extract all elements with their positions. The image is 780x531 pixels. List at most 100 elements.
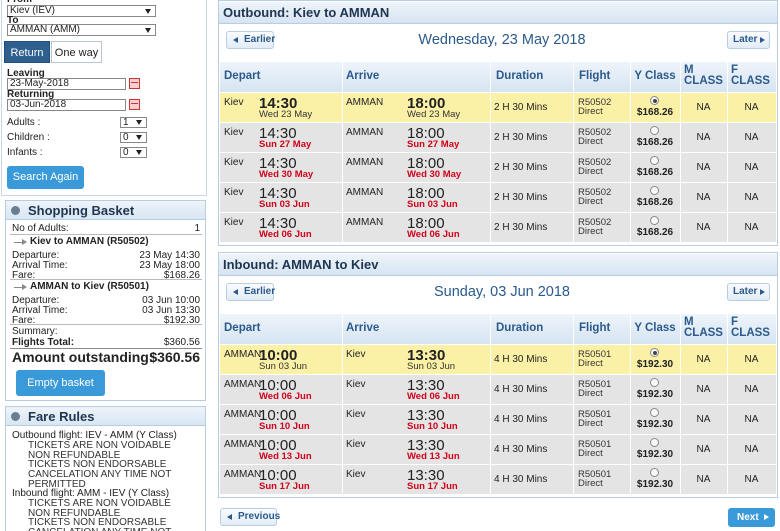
radio-dot	[652, 98, 657, 103]
nav-button[interactable]: Previous	[220, 508, 281, 526]
radio[interactable]	[650, 438, 659, 447]
column-divider	[342, 344, 343, 374]
arrow-icon	[136, 135, 142, 140]
time: 10:00	[259, 347, 298, 364]
table-header	[220, 62, 776, 92]
column-header: Arrive	[346, 322, 380, 334]
flight-row[interactable]	[220, 374, 776, 404]
date: Sun 17 Jun	[407, 481, 458, 492]
date: Wed 06 Jun	[259, 391, 312, 402]
select-box[interactable]: 0	[120, 132, 147, 143]
nav-label: Previous	[238, 511, 281, 522]
text-input[interactable]: 23-May-2018	[7, 78, 126, 90]
time: 13:30	[407, 467, 445, 484]
column-divider	[342, 152, 343, 182]
label: 23 May 14:30	[139, 250, 200, 261]
column-divider	[680, 464, 681, 494]
calendar-icon[interactable]	[129, 99, 140, 110]
flight-row[interactable]	[220, 92, 776, 122]
arrow-icon	[233, 289, 238, 295]
radio[interactable]	[650, 408, 659, 417]
fare-rule: TICKETS ARE NON VOIDABLE NON REFUNDABLE	[28, 498, 171, 519]
button[interactable]: Search Again	[7, 166, 84, 189]
radio[interactable]	[650, 96, 659, 105]
flight-row[interactable]	[220, 212, 776, 242]
arrow-icon	[760, 37, 765, 43]
date: Wed 30 May	[407, 169, 462, 180]
radio[interactable]	[650, 126, 659, 135]
radio[interactable]	[650, 468, 659, 477]
radio[interactable]	[650, 216, 659, 225]
tab[interactable]: Return	[4, 41, 50, 63]
select-box[interactable]: Kiev (IEV)	[7, 5, 156, 17]
column-divider	[490, 122, 491, 152]
nav-button[interactable]: Later	[727, 283, 770, 301]
input-value: 03-Jun-2018	[10, 99, 67, 110]
flight-row[interactable]	[220, 464, 776, 494]
nav-button[interactable]: Later	[727, 31, 770, 49]
select-box[interactable]: AMMAN (AMM)	[7, 24, 156, 36]
column-divider	[573, 212, 574, 242]
duration: 4 H 30 Mins	[494, 414, 548, 425]
panel-header: Fare Rules	[5, 406, 206, 426]
time: 14:30	[259, 95, 298, 112]
button[interactable]: Empty basket	[16, 370, 105, 396]
flight-panel	[218, 0, 778, 246]
column-divider	[490, 344, 491, 374]
calendar-icon[interactable]	[129, 78, 140, 89]
nav-button[interactable]: Earlier	[226, 31, 275, 49]
radio[interactable]	[650, 378, 659, 387]
text-input[interactable]: 03-Jun-2018	[7, 99, 126, 111]
date-title: Sunday, 03 Jun 2018	[434, 284, 570, 300]
column-divider	[573, 92, 574, 122]
fare: $168.26	[636, 197, 674, 208]
flight-row[interactable]	[220, 344, 776, 374]
radio[interactable]	[650, 186, 659, 195]
label: 1	[194, 223, 200, 234]
flight-row[interactable]	[220, 182, 776, 212]
city: Kiev	[346, 469, 366, 480]
time: 10:00	[259, 377, 297, 394]
column-divider	[630, 212, 631, 242]
fare: $168.26	[636, 227, 674, 238]
select-box[interactable]: 0	[120, 147, 147, 158]
flight-type: Direct	[578, 418, 603, 429]
nav-button[interactable]: Earlier	[226, 283, 275, 301]
flight-row[interactable]	[220, 122, 776, 152]
radio[interactable]	[650, 348, 659, 357]
flight-number: R50502	[578, 127, 612, 138]
column-divider	[680, 152, 681, 182]
arrow-icon	[233, 37, 238, 43]
panel-icon	[11, 206, 20, 215]
panel-title: Outbound: Kiev to AMMAN	[223, 5, 390, 20]
date-title: Wednesday, 23 May 2018	[418, 32, 586, 48]
radio[interactable]	[650, 156, 659, 165]
f-class: NA	[744, 222, 759, 233]
column-divider	[342, 404, 343, 434]
nav-label: Later	[733, 34, 758, 45]
label: $192.30	[163, 315, 200, 326]
column-divider	[727, 152, 728, 182]
time: 14:30	[259, 215, 297, 232]
nav-button[interactable]: Next	[728, 508, 775, 527]
column-divider	[680, 344, 681, 374]
label: Infants :	[7, 147, 43, 158]
column-divider	[342, 464, 343, 494]
column-header: Depart	[224, 70, 261, 82]
column-divider	[573, 182, 574, 212]
column-header: Flight	[579, 70, 611, 82]
city: Kiev	[224, 187, 244, 198]
flight-row[interactable]	[220, 152, 776, 182]
panel-title: Inbound: AMMAN to Kiev	[223, 257, 379, 272]
tab[interactable]: One way	[51, 41, 102, 63]
time: 13:30	[407, 377, 445, 394]
calendar-grid	[131, 103, 138, 108]
city: AMMAN	[346, 187, 384, 198]
flight-row[interactable]	[220, 404, 776, 434]
m-class: NA	[696, 414, 711, 425]
flight-row[interactable]	[220, 434, 776, 464]
flight-type: Direct	[578, 478, 603, 489]
radio-dot	[652, 350, 657, 355]
select-box[interactable]: 1	[120, 117, 147, 128]
column-divider	[490, 212, 491, 242]
